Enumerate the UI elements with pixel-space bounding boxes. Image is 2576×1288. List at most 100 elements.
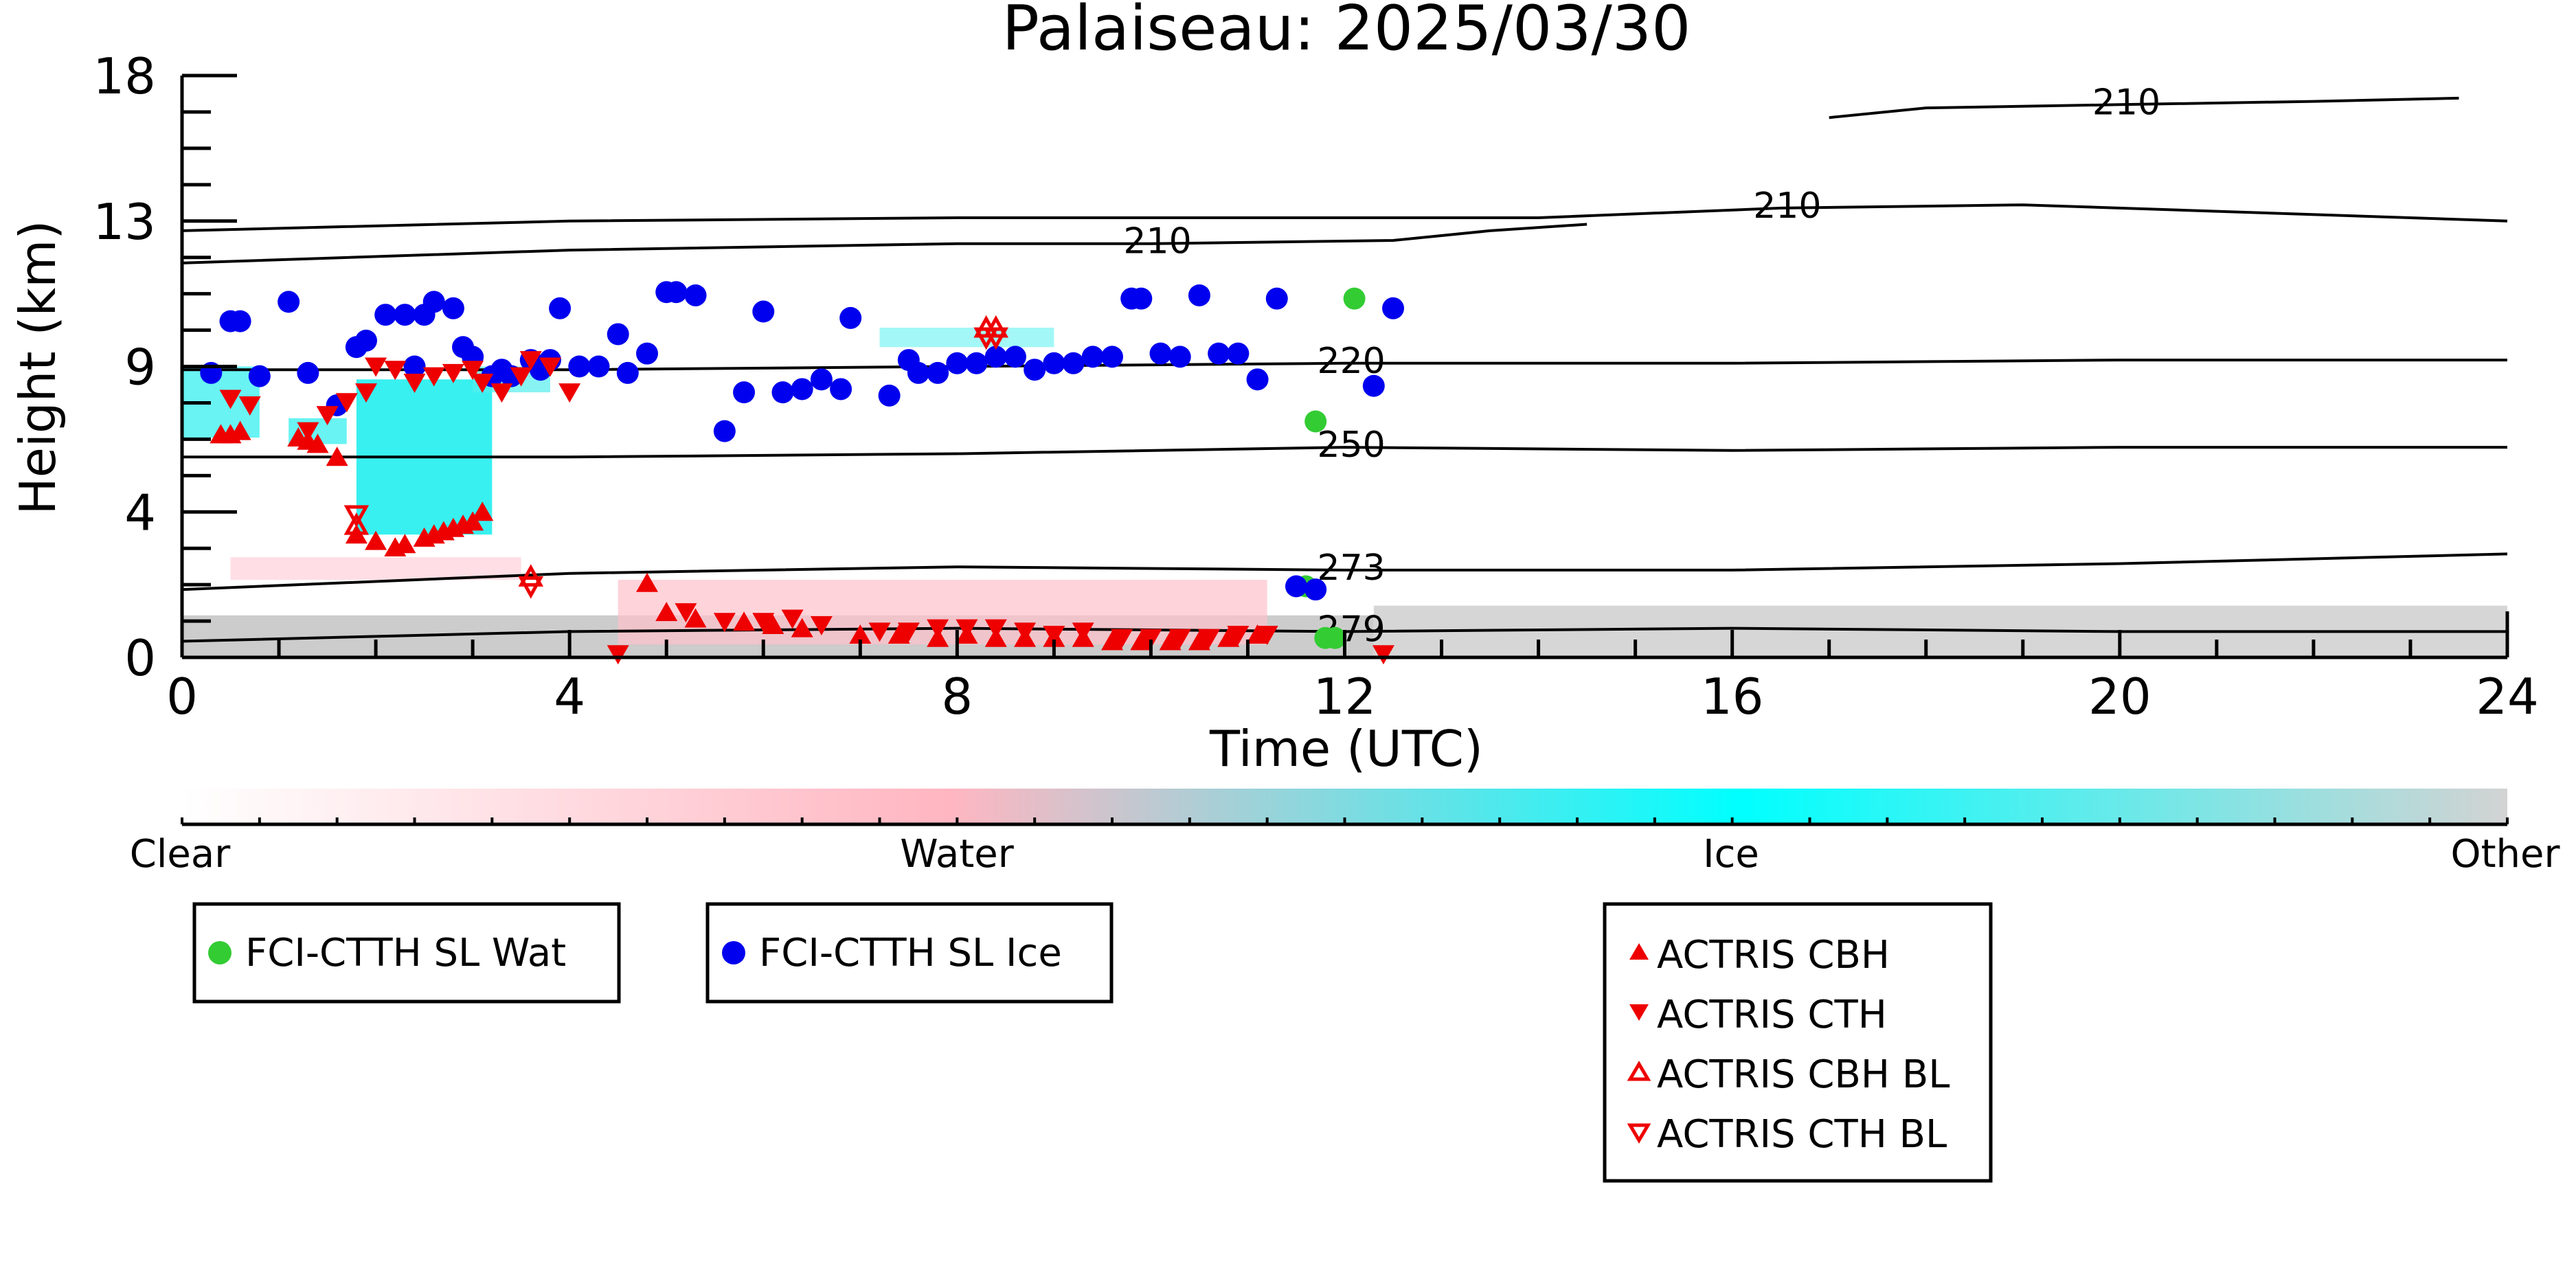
contour-line-5 [181, 552, 2508, 591]
point-series-1-39 [839, 306, 862, 329]
legend-wat: FCI-CTTH SL Wat [192, 902, 621, 1004]
point-series-1-49 [1043, 352, 1065, 374]
point-series-2-25 [888, 624, 910, 644]
point-series-2-35 [1188, 631, 1210, 651]
x-axis-label: Time (UTC) [1209, 720, 1483, 778]
point-series-1-38 [830, 378, 852, 400]
point-series-0-1 [1343, 287, 1366, 310]
point-series-1-61 [1265, 287, 1288, 310]
point-series-3-2 [297, 422, 319, 442]
point-series-5-1 [518, 576, 544, 599]
legend-label-cth: ACTRIS CTH [1657, 993, 1887, 1037]
point-series-1-36 [791, 378, 813, 400]
point-series-1-64 [1362, 374, 1385, 397]
point-series-1-23 [549, 297, 572, 319]
point-series-1-59 [1227, 342, 1250, 365]
point-series-3-30 [1043, 626, 1065, 646]
point-series-3-5 [354, 383, 377, 403]
point-series-3-9 [422, 367, 445, 387]
point-series-2-5 [306, 433, 329, 453]
point-series-2-21 [733, 611, 756, 631]
contour-line-2 [1829, 96, 2459, 120]
point-series-1-40 [878, 384, 901, 407]
point-series-3-1 [238, 396, 261, 416]
point-series-2-36 [1217, 627, 1240, 647]
legend-marker-ice [722, 941, 745, 964]
point-series-1-9 [374, 304, 397, 326]
point-series-2-32 [1101, 631, 1123, 651]
contour-line-0 [181, 203, 2508, 232]
point-series-3-11 [462, 361, 484, 381]
point-series-1-24 [568, 355, 591, 378]
colorbar-ticks [181, 817, 2509, 824]
point-series-1-54 [1130, 287, 1153, 310]
point-series-2-18 [636, 572, 658, 592]
point-series-2-33 [1130, 631, 1153, 651]
point-series-1-11 [403, 355, 426, 378]
colorbar-label-ice: Ice [1703, 832, 1759, 877]
y-tick-label: 13 [93, 193, 156, 251]
point-series-2-24 [849, 624, 872, 644]
y-ticks: 0 4 9 13 18 [93, 47, 237, 687]
point-series-1-50 [1062, 352, 1085, 374]
point-series-1-8 [354, 329, 377, 352]
data-points [200, 281, 1405, 665]
point-series-1-48 [1024, 359, 1046, 381]
y-tick-label: 0 [124, 629, 156, 687]
point-series-3-21 [752, 613, 775, 633]
point-series-3-10 [442, 363, 464, 383]
point-series-4-3 [983, 315, 1009, 338]
x-tick-label: 4 [554, 668, 585, 725]
point-series-3-25 [897, 622, 920, 642]
contour-label-1: 210 [1123, 221, 1191, 262]
point-series-3-4 [335, 393, 358, 413]
legend-marker-cth [1629, 1004, 1649, 1021]
point-series-3-24 [868, 622, 891, 642]
point-series-1-51 [1081, 346, 1104, 368]
legend-label-cbh-bl: ACTRIS CBH BL [1657, 1052, 1950, 1097]
point-series-1-34 [752, 300, 775, 323]
point-series-1-57 [1188, 284, 1210, 306]
point-series-3-14 [510, 367, 532, 387]
point-series-2-22 [762, 614, 784, 634]
colorbar-label-other: Other [2450, 832, 2560, 877]
point-series-2-34 [1159, 631, 1182, 651]
point-series-3-34 [1168, 629, 1191, 648]
point-series-3-7 [384, 361, 407, 381]
point-series-1-33 [733, 381, 756, 404]
x-ticks: 0 4 8 12 16 20 24 [166, 630, 2539, 725]
point-series-1-44 [946, 352, 969, 374]
point-series-3-38 [1372, 645, 1394, 665]
legend-actris: ACTRIS CBH ACTRIS CTH ACTRIS CBH BL ACTR… [1603, 902, 1993, 1183]
point-series-2-8 [365, 530, 387, 550]
point-series-1-3 [248, 365, 271, 387]
point-series-1-52 [1101, 346, 1123, 368]
contour-label-2: 210 [2092, 82, 2160, 123]
x-tick-label: 24 [2476, 668, 2539, 725]
point-series-1-35 [771, 381, 794, 404]
point-series-4-1 [518, 564, 544, 587]
contour-label-5: 273 [1318, 547, 1386, 589]
contour-line-4 [182, 446, 2507, 459]
point-series-1-28 [636, 342, 658, 365]
point-series-0-0 [1304, 410, 1327, 433]
point-series-2-16 [462, 511, 484, 531]
point-series-0-4 [1324, 626, 1346, 649]
point-series-3-8 [403, 374, 426, 394]
contour-label-0: 210 [1753, 185, 1821, 227]
ice-patch [879, 328, 1054, 348]
point-series-1-32 [713, 420, 736, 442]
point-series-1-10 [394, 304, 416, 326]
legend-marker-wat [208, 941, 231, 964]
point-series-1-58 [1208, 342, 1230, 365]
legend-ice: FCI-CTTH SL Ice [705, 902, 1114, 1004]
point-series-1-47 [1004, 346, 1026, 368]
y-tick-label: 9 [124, 339, 156, 396]
point-series-1-55 [1149, 342, 1172, 365]
contour-line-1 [181, 223, 1588, 264]
point-series-1-46 [984, 346, 1007, 368]
x-tick-label: 12 [1313, 668, 1377, 725]
point-series-1-63 [1304, 578, 1327, 601]
point-series-3-35 [1198, 629, 1221, 648]
